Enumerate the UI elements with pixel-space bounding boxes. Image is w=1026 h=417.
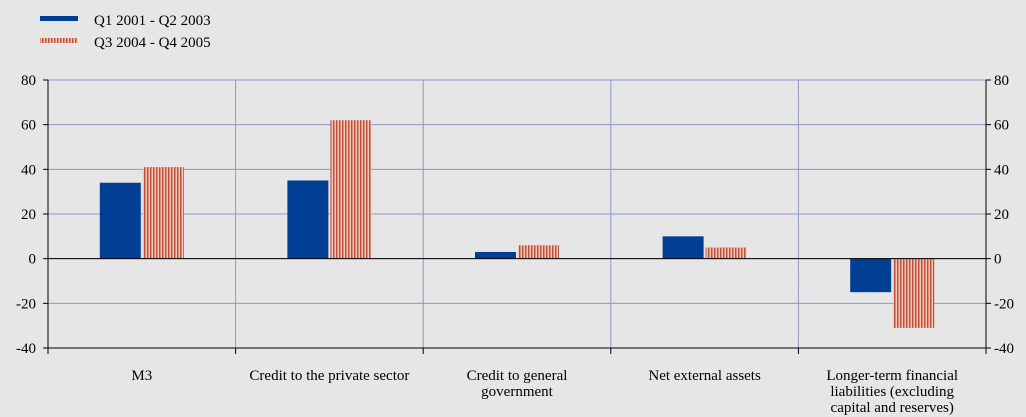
bar-series-2-cat-3 — [518, 245, 559, 259]
category-label-3-line-1: Credit to general — [467, 368, 568, 384]
y-tick-label-left: 0 — [29, 252, 37, 268]
axes — [43, 79, 991, 354]
y-tick-label-left: 40 — [21, 162, 36, 178]
category-label-5-line-3: capital and reserves) — [831, 400, 954, 416]
category-label-3-line-2: government — [481, 384, 553, 400]
y-axis-left-tick-labels: 80 60 40 20 0 -20 -40 — [16, 73, 36, 357]
bar-series-1-cat-1 — [99, 182, 141, 259]
y-tick-label-right: 60 — [994, 118, 1009, 134]
bar-series-1-cat-5 — [850, 258, 892, 293]
y-tick-label-right: 20 — [994, 207, 1009, 223]
legend: Q1 2001 - Q2 2003 Q3 2004 - Q4 2005 — [40, 13, 211, 51]
legend-item-series-1: Q1 2001 - Q2 2003 — [40, 13, 211, 29]
legend-swatch-series-2 — [40, 38, 78, 43]
bar-series-1-cat-3 — [475, 251, 516, 259]
y-tick-label-left: -20 — [16, 296, 36, 312]
category-label-5-line-2: liabilities (excluding — [830, 384, 954, 400]
legend-item-series-2: Q3 2004 - Q4 2005 — [40, 35, 211, 51]
y-tick-label-left: 20 — [21, 207, 36, 223]
category-labels: M3 Credit to the private sector Credit to … — [131, 368, 958, 416]
category-label-2-line-1: Credit to the private sector — [249, 368, 409, 384]
y-tick-label-right: -40 — [994, 341, 1014, 357]
bar-series-2-cat-5 — [893, 258, 935, 328]
gridlines — [47, 79, 987, 349]
bars — [99, 120, 935, 328]
category-label-4-line-1: Net external assets — [648, 368, 761, 384]
legend-label-series-1: Q1 2001 - Q2 2003 — [94, 13, 211, 29]
bar-series-1-cat-2 — [287, 180, 329, 259]
y-tick-label-left: -40 — [16, 341, 36, 357]
bar-series-2-cat-2 — [330, 120, 372, 259]
category-label-1-line-1: M3 — [131, 368, 152, 384]
bar-series-2-cat-4 — [705, 247, 747, 259]
y-tick-label-left: 80 — [21, 73, 36, 89]
bar-series-2-cat-1 — [142, 167, 184, 259]
y-tick-label-right: 80 — [994, 73, 1009, 89]
y-tick-label-left: 60 — [21, 118, 36, 134]
bar-series-1-cat-4 — [662, 236, 704, 259]
y-axis-right-tick-labels: 80 60 40 20 0 -20 -40 — [994, 73, 1014, 357]
legend-swatch-series-1 — [40, 16, 78, 21]
y-tick-label-right: 40 — [994, 162, 1009, 178]
y-tick-label-right: -20 — [994, 296, 1014, 312]
y-tick-label-right: 0 — [994, 252, 1002, 268]
legend-label-series-2: Q3 2004 - Q4 2005 — [94, 35, 211, 51]
category-label-5-line-1: Longer-term financial — [826, 368, 958, 384]
